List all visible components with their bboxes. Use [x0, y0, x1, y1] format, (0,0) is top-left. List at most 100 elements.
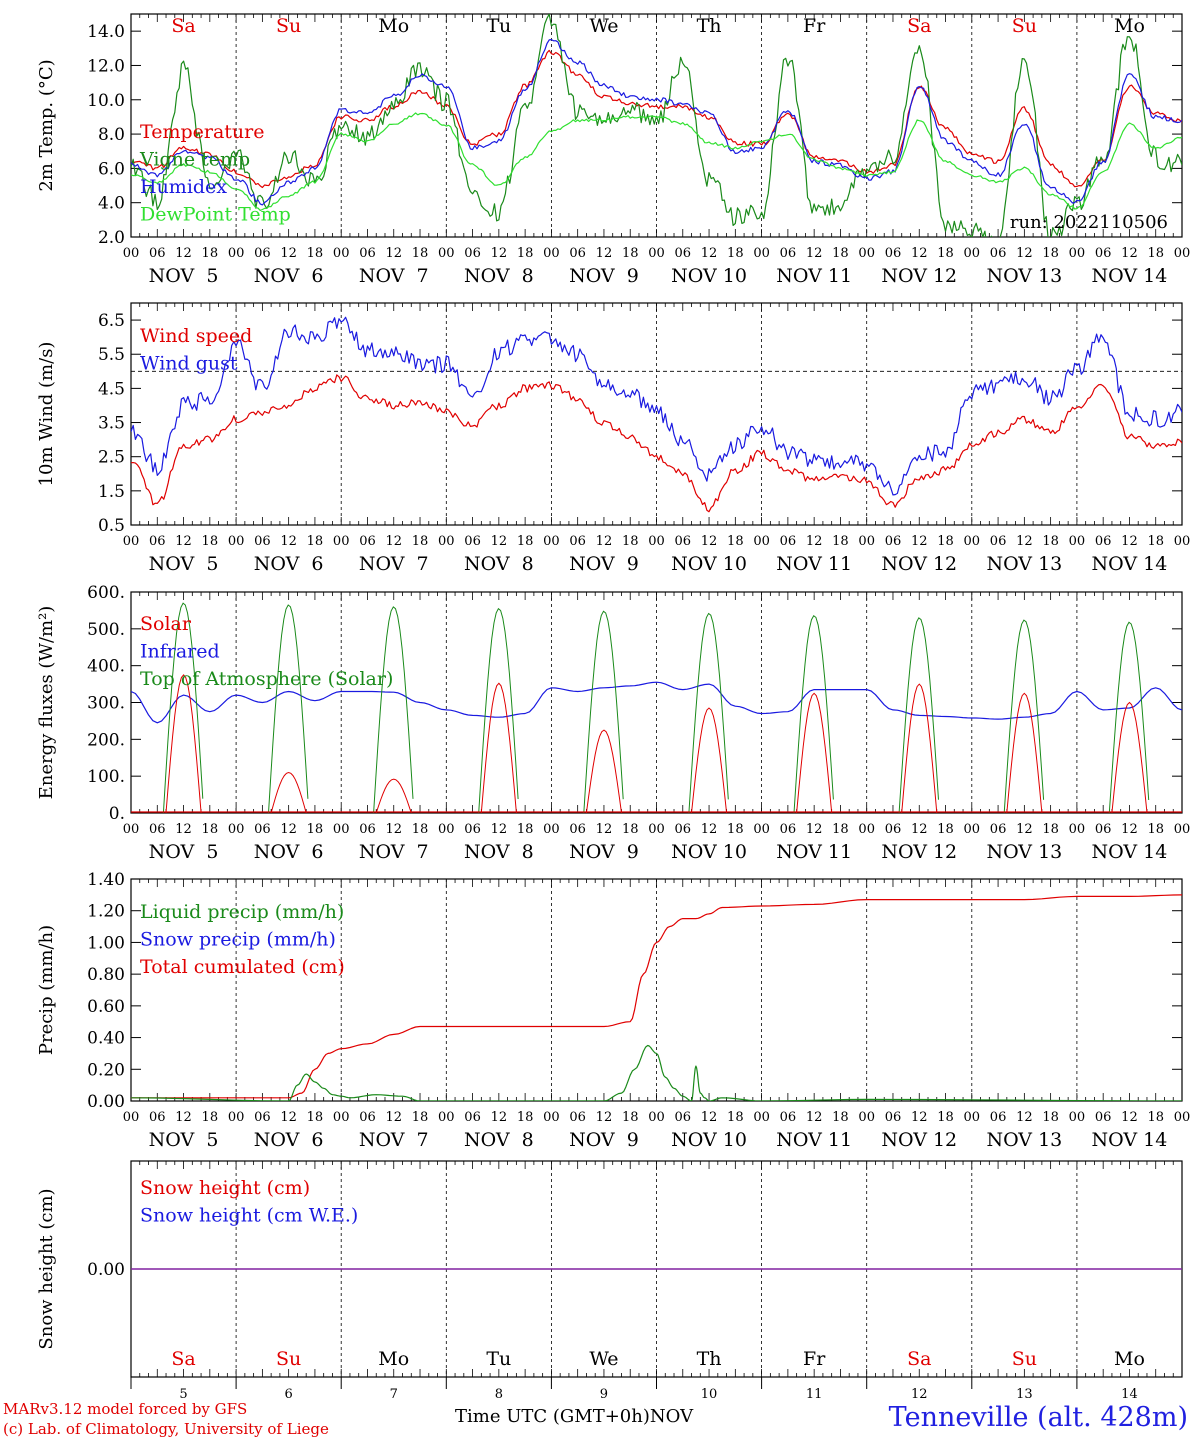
y-tick-label: 0.00: [87, 1260, 125, 1280]
y-tick-label: 0.5: [98, 516, 125, 536]
hour-label: 12: [280, 822, 297, 837]
hour-label: 06: [254, 1110, 271, 1125]
hour-label: 00: [123, 822, 140, 837]
date-label: NOV 13: [986, 841, 1062, 863]
toa-solar-curve: [793, 614, 834, 813]
hour-label: 12: [491, 822, 508, 837]
legend-entry: Humidex: [140, 176, 227, 198]
hour-label: 18: [307, 822, 324, 837]
weekday-label: Th: [697, 1348, 722, 1370]
y-tick-label: 100.: [87, 767, 125, 787]
date-label: NOV 6: [254, 553, 324, 575]
weekday-label: Su: [276, 15, 301, 37]
y-tick-label: 2.0: [98, 228, 125, 248]
hour-label: 00: [543, 1110, 560, 1125]
weekday-label: Fr: [803, 15, 826, 37]
hour-label: 00: [753, 822, 770, 837]
date-label: NOV 14: [1092, 841, 1168, 863]
date-label: NOV 7: [359, 1129, 429, 1151]
hour-label: 06: [254, 822, 271, 837]
series-line-red: [131, 374, 1182, 513]
date-label: NOV 8: [464, 265, 534, 287]
weekday-label: Mo: [378, 15, 409, 37]
hour-label: 12: [1016, 822, 1033, 837]
weekday-label: Tu: [486, 1348, 511, 1370]
y-tick-label: 0.00: [87, 1092, 125, 1112]
series-line-green: [131, 14, 1182, 237]
toa-solar-curve: [583, 610, 624, 813]
hour-label: 18: [832, 822, 849, 837]
hour-label: 06: [359, 1110, 376, 1125]
solar-curve: [901, 683, 938, 813]
hour-label: 18: [622, 246, 639, 261]
hour-label: 18: [622, 534, 639, 549]
day-number: 9: [600, 1387, 608, 1402]
hour-label: 18: [1147, 534, 1164, 549]
hour-label: 12: [1016, 534, 1033, 549]
hour-label: 00: [1174, 1110, 1191, 1125]
date-label: NOV 14: [1092, 553, 1168, 575]
legend-entry: DewPoint Temp: [140, 204, 291, 226]
y-axis-title: Precip (mm/h): [36, 925, 57, 1055]
legend-entry: Infrared: [140, 641, 220, 663]
solar-curve: [270, 771, 307, 813]
hour-label: 06: [149, 534, 166, 549]
toa-solar-curve: [268, 604, 309, 813]
day-number: 14: [1121, 1387, 1138, 1402]
hour-label: 06: [569, 246, 586, 261]
date-label: NOV 12: [881, 265, 957, 287]
hour-label: 06: [464, 822, 481, 837]
toa-solar-curve: [688, 612, 729, 813]
hour-label: 12: [806, 1110, 823, 1125]
hour-label: 00: [1174, 534, 1191, 549]
day-number: 6: [285, 1387, 293, 1402]
toa-solar-curve: [898, 617, 939, 813]
hour-label: 12: [385, 822, 402, 837]
y-tick-label: 200.: [87, 730, 125, 750]
date-label: NOV 12: [881, 841, 957, 863]
date-label: NOV 9: [569, 265, 639, 287]
date-label: NOV 11: [776, 841, 852, 863]
toa-solar-curve: [1003, 619, 1045, 813]
legend-entry: Liquid precip (mm/h): [140, 901, 344, 923]
hour-label: 06: [885, 822, 902, 837]
date-label: NOV 10: [671, 553, 747, 575]
hour-label: 06: [1095, 246, 1112, 261]
hour-label: 00: [333, 822, 350, 837]
hour-label: 12: [911, 534, 928, 549]
hour-label: 06: [990, 534, 1007, 549]
hour-label: 00: [1174, 822, 1191, 837]
hour-label: 00: [1069, 534, 1086, 549]
hour-label: 00: [1069, 246, 1086, 261]
toa-solar-curve: [162, 602, 204, 813]
date-label: NOV 12: [881, 553, 957, 575]
hour-label: 00: [438, 1110, 455, 1125]
hour-label: 00: [228, 1110, 245, 1125]
date-label: NOV 10: [671, 265, 747, 287]
y-tick-label: 6.0: [98, 159, 125, 179]
hour-label: 06: [675, 822, 692, 837]
hour-label: 18: [937, 534, 954, 549]
hour-label: 18: [832, 1110, 849, 1125]
y-tick-label: 8.0: [98, 125, 125, 145]
hour-label: 18: [202, 822, 219, 837]
date-label: NOV 7: [359, 841, 429, 863]
y-tick-label: 1.5: [98, 482, 125, 502]
hour-label: 06: [569, 1110, 586, 1125]
hour-label: 12: [596, 822, 613, 837]
solar-curve: [165, 674, 202, 813]
series-line-green: [131, 1044, 1182, 1101]
hour-label: 18: [727, 822, 744, 837]
hour-label: 18: [412, 246, 429, 261]
hour-label: 12: [911, 1110, 928, 1125]
y-tick-label: 600.: [87, 583, 125, 603]
hour-label: 18: [412, 1110, 429, 1125]
legend-entry: Snow height (cm W.E.): [140, 1205, 358, 1227]
hour-label: 06: [569, 534, 586, 549]
hour-label: 00: [648, 1110, 665, 1125]
hour-label: 00: [228, 534, 245, 549]
hour-label: 06: [780, 822, 797, 837]
legend-entry: Snow precip (mm/h): [140, 929, 336, 951]
y-tick-label: 1.20: [87, 902, 125, 922]
legend-entry: Top of Atmosphere (Solar): [140, 668, 393, 690]
